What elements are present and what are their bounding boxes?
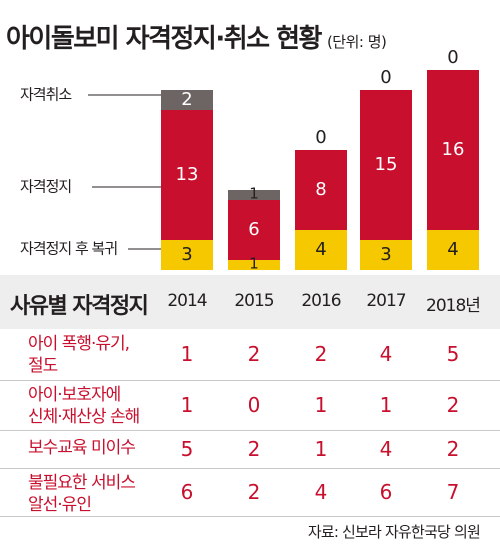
data-label-suspension-3: 15 xyxy=(375,154,398,175)
bar-suspension-0 xyxy=(161,110,213,240)
row-label: 보수교육 미이수 xyxy=(28,438,136,458)
row-label: 아이 폭행·유기, 절도 xyxy=(28,334,130,376)
bar-suspension-3 xyxy=(360,90,412,240)
data-label-return-1: 1 xyxy=(249,255,259,273)
bar-revocation-0 xyxy=(161,90,213,110)
data-label-suspension-4: 16 xyxy=(442,139,465,160)
data-label-revocation-0: 2 xyxy=(181,89,192,110)
data-label-return-4: 4 xyxy=(447,239,458,260)
bar-suspension-1 xyxy=(228,200,280,260)
table-row: 불필요한 서비스 알선·유인 6 2 4 6 7 xyxy=(0,468,500,517)
table-cell-3: 1 xyxy=(379,393,393,417)
legend-revocation: 자격취소 xyxy=(20,86,72,104)
data-label-revocation-1: 1 xyxy=(249,185,259,203)
data-label-revocation-2: 0 xyxy=(315,127,326,148)
table-cell-4: 2 xyxy=(446,393,460,417)
table-cell-4: 7 xyxy=(446,480,460,504)
table-header-label: 사유별 자격정지 xyxy=(10,294,149,319)
table-cell-3: 4 xyxy=(379,437,393,461)
chart-title: 아이돌보미 자격정지·취소 현황 (단위: 명) xyxy=(6,18,387,55)
data-label-revocation-3: 0 xyxy=(380,67,391,88)
table-row: 보수교육 미이수 5 2 1 4 2 xyxy=(0,430,500,469)
table-cell-1: 2 xyxy=(247,480,261,504)
legend-return: 자격정지 후 복귀 xyxy=(20,240,117,258)
source-note: 자료: 신보라 자유한국당 의원 xyxy=(307,523,481,541)
data-label-return-2: 4 xyxy=(315,239,326,260)
bar-return-4 xyxy=(427,230,479,270)
table-cell-1: 2 xyxy=(247,342,261,366)
table-cell-4: 5 xyxy=(446,342,460,366)
data-label-return-0: 3 xyxy=(181,244,192,265)
table-cell-1: 0 xyxy=(247,393,261,417)
year-header-0: 2014 xyxy=(167,291,207,311)
data-label-return-3: 3 xyxy=(380,244,391,265)
bar-revocation-1 xyxy=(228,190,280,200)
table-cell-2: 2 xyxy=(314,342,328,366)
table-cell-4: 2 xyxy=(446,437,460,461)
table-cell-3: 6 xyxy=(379,480,393,504)
data-label-suspension-2: 8 xyxy=(315,179,326,200)
data-label-suspension-1: 6 xyxy=(248,219,259,240)
data-label-revocation-4: 0 xyxy=(447,47,458,68)
bar-suspension-4 xyxy=(427,70,479,230)
bar-suspension-2 xyxy=(295,150,347,230)
table-row: 아이 폭행·유기, 절도 1 2 2 4 5 xyxy=(0,329,500,381)
table-cell-0: 6 xyxy=(180,480,194,504)
table-cell-2: 1 xyxy=(314,437,328,461)
title-text: 아이돌보미 자격정지·취소 현황 xyxy=(6,24,322,54)
year-header-2: 2016 xyxy=(301,291,341,311)
table-cell-0: 1 xyxy=(180,342,194,366)
table-cell-2: 4 xyxy=(314,480,328,504)
row-label: 불필요한 서비스 알선·유인 xyxy=(28,473,136,515)
table-cell-0: 1 xyxy=(180,393,194,417)
bar-return-1 xyxy=(228,260,280,270)
year-header-1: 2015 xyxy=(234,291,274,311)
legend-suspension: 자격정지 xyxy=(20,178,71,196)
table-cell-2: 1 xyxy=(314,393,328,417)
unit-note: (단위: 명) xyxy=(326,33,387,51)
year-header-4: 2018년 xyxy=(426,296,481,316)
table-header: 사유별 자격정지 2014 2015 2016 2017 2018년 xyxy=(0,275,500,329)
table-cell-1: 2 xyxy=(247,437,261,461)
table-row: 아이·보호자에 신체·재산상 손해 1 0 1 1 2 xyxy=(0,380,500,431)
bar-return-2 xyxy=(295,230,347,270)
table-cell-0: 5 xyxy=(180,437,194,461)
row-label: 아이·보호자에 신체·재산상 손해 xyxy=(28,385,140,427)
table-cell-3: 4 xyxy=(379,342,393,366)
bar-return-3 xyxy=(360,240,412,270)
bar-return-0 xyxy=(161,240,213,270)
year-header-3: 2017 xyxy=(366,291,406,311)
data-label-suspension-0: 13 xyxy=(176,164,199,185)
